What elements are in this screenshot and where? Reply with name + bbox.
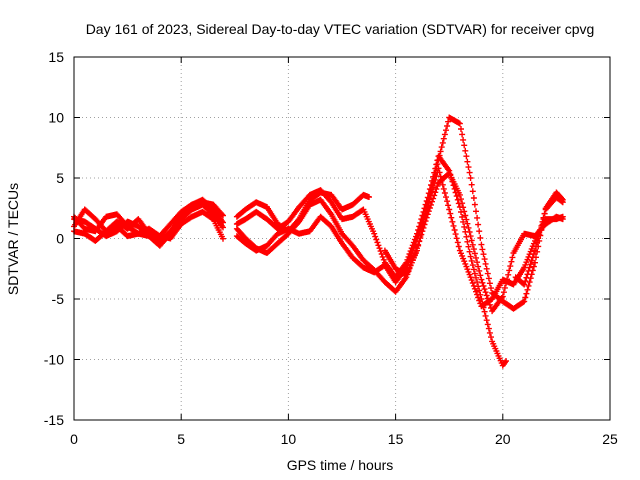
x-tick-label: 0	[70, 431, 78, 447]
x-axis-title: GPS time / hours	[287, 457, 394, 473]
series-track-a	[71, 114, 566, 312]
x-tick-labels: 0 5 10 15 20 25	[70, 431, 618, 447]
x-tick-label: 10	[281, 431, 297, 447]
y-tick-label: 10	[48, 110, 64, 126]
series-markers	[71, 114, 566, 312]
y-tick-labels: -15 -10 -5 0 5 10 15	[44, 49, 64, 428]
y-axis-title: SDTVAR / TECUs	[5, 183, 21, 295]
x-tick-label: 5	[177, 431, 185, 447]
y-tick-label: -5	[52, 291, 65, 307]
y-tick-label: 15	[48, 49, 64, 65]
series-markers	[71, 153, 566, 369]
y-tick-label: -10	[44, 352, 64, 368]
y-tick-label: 5	[56, 170, 64, 186]
y-tick-label: 0	[56, 231, 64, 247]
series-track-b	[71, 153, 566, 369]
x-tick-label: 20	[495, 431, 511, 447]
x-tick-label: 15	[388, 431, 404, 447]
data-markers	[71, 114, 566, 369]
x-tick-label: 25	[602, 431, 618, 447]
y-tick-label: -15	[44, 412, 64, 428]
grid-lines	[74, 57, 610, 420]
axis-ticks	[73, 56, 611, 421]
chart-title: Day 161 of 2023, Sidereal Day-to-day VTE…	[86, 21, 595, 37]
